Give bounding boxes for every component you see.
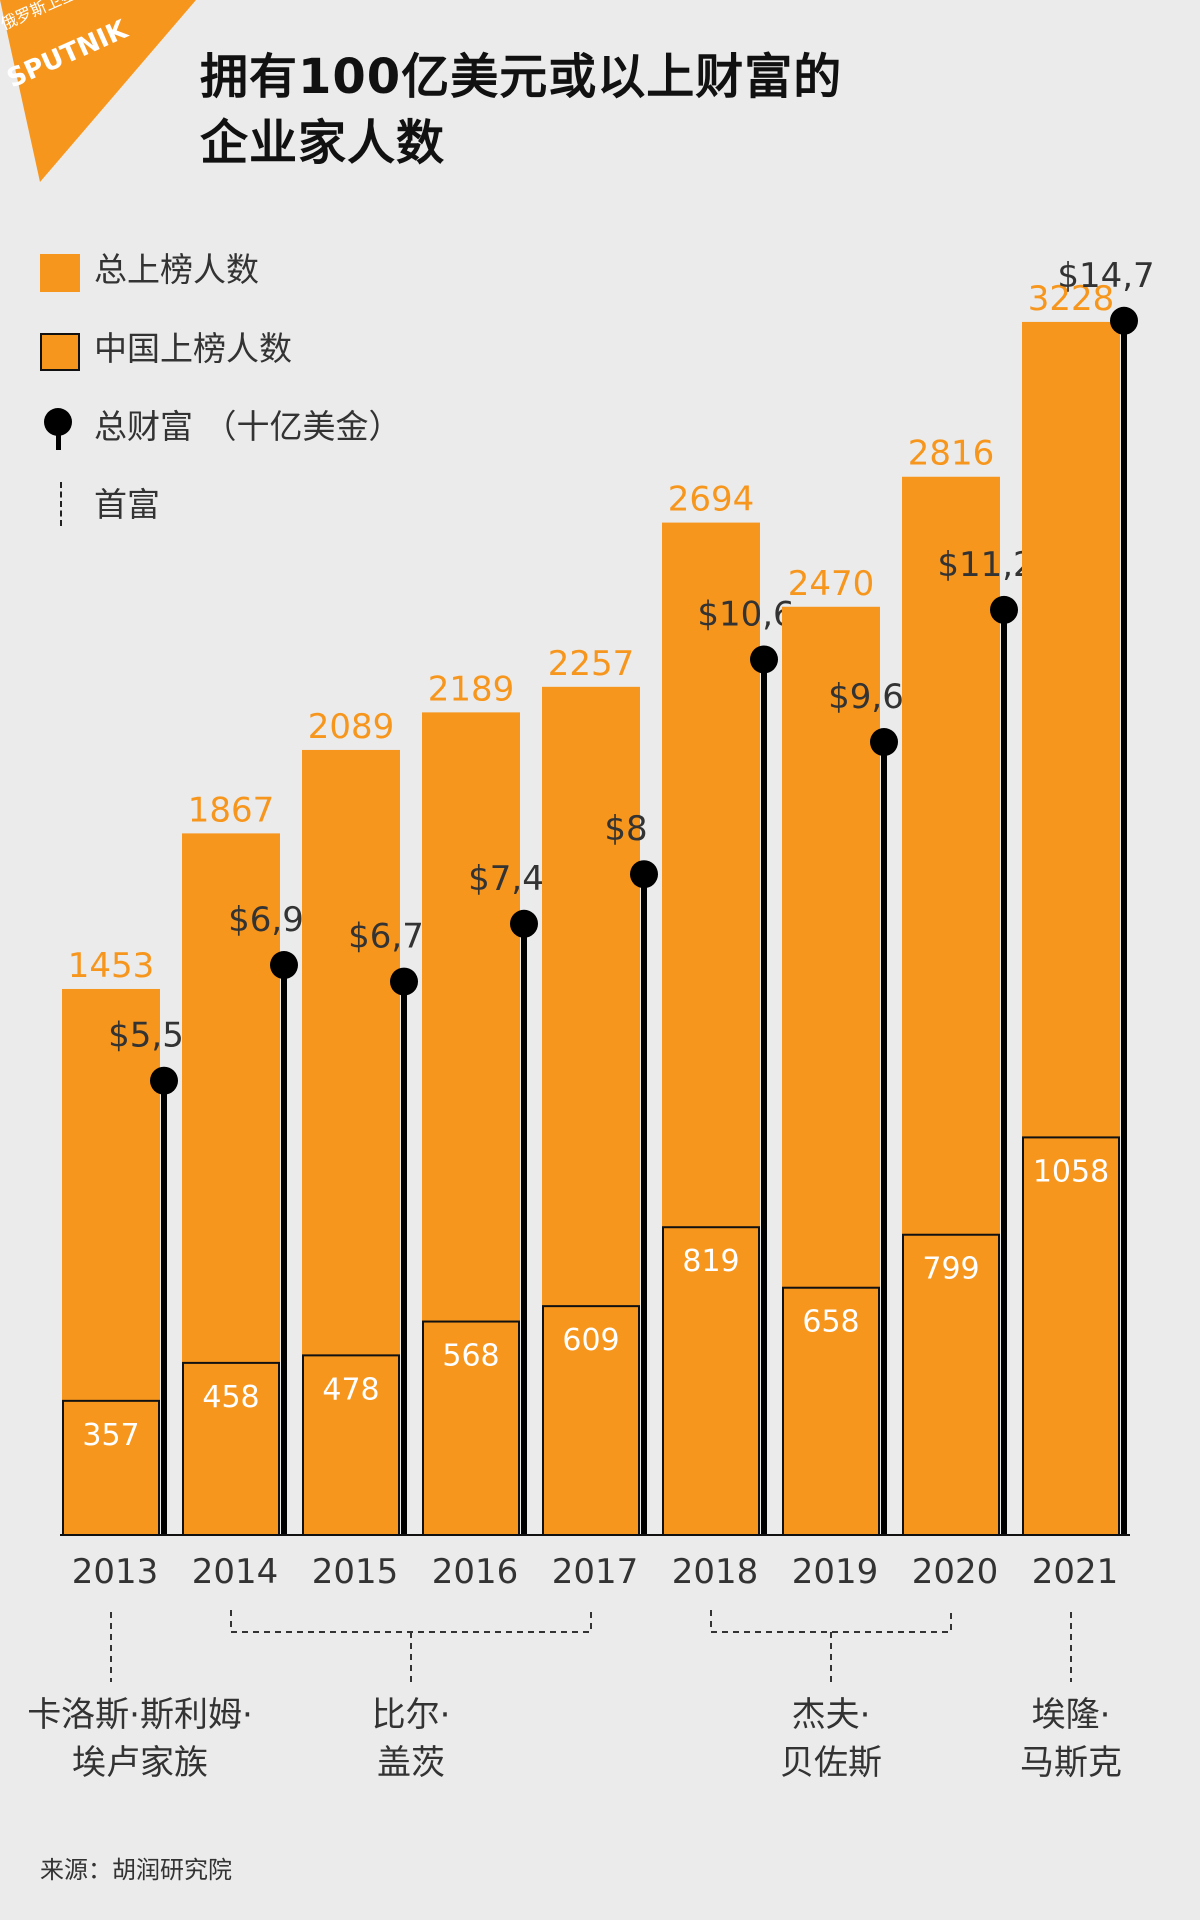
- richest-name-3-line2: 马斯克: [1020, 1743, 1122, 1783]
- bar-china-2013: [62, 1399, 160, 1536]
- logo-triangle: [0, 0, 196, 182]
- year-label-2019: 2019: [792, 1552, 879, 1592]
- label-wealth-2018: $10,6: [697, 594, 794, 634]
- richest-name-3-line1: 埃隆·: [1032, 1695, 1111, 1735]
- legend-pin-stem: [56, 432, 61, 450]
- bar-china-2016: [422, 1320, 520, 1537]
- sputnik-logo: 俄罗斯卫星通讯社 SPUTNIK: [0, 0, 196, 182]
- label-total-2019: 2470: [788, 564, 875, 604]
- bar-china-2020: [902, 1233, 1000, 1537]
- label-wealth-2017: $8: [604, 809, 647, 849]
- label-china-2020: 799: [922, 1252, 979, 1287]
- richest-name-1-line2: 盖茨: [377, 1743, 445, 1783]
- label-china-2021: 1058: [1033, 1154, 1109, 1189]
- richest-name-2-line2: 贝佐斯: [780, 1743, 882, 1783]
- label-wealth-2020: $11,2: [937, 545, 1034, 585]
- label-wealth-2015: $6,7: [348, 917, 424, 957]
- year-label-2014: 2014: [192, 1552, 279, 1592]
- wealth-pin-2017: [630, 860, 658, 889]
- bar-china-2014: [182, 1361, 280, 1536]
- year-label-2017: 2017: [552, 1552, 639, 1592]
- label-total-2014: 1867: [188, 790, 275, 830]
- title-line-2: 企业家人数: [200, 115, 446, 171]
- richest-name-1-line1: 比尔·: [372, 1695, 451, 1735]
- label-china-2016: 568: [442, 1339, 499, 1374]
- title-line-1: 拥有100亿美元或以上财富的: [200, 49, 843, 105]
- year-label-2016: 2016: [432, 1552, 519, 1592]
- legend-label-total: 总上榜人数: [94, 250, 259, 289]
- label-wealth-2016: $7,4: [468, 859, 544, 899]
- legend-label-richest: 首富: [94, 485, 160, 524]
- wealth-pin-2016: [510, 909, 538, 938]
- year-label-2020: 2020: [912, 1552, 999, 1592]
- year-label-2018: 2018: [672, 1552, 759, 1592]
- legend-pin-icon: [44, 408, 72, 436]
- label-wealth-2021: $14,7: [1057, 256, 1154, 296]
- legend-swatch-china: [40, 333, 80, 371]
- legend-dash-icon: [60, 482, 62, 526]
- label-total-2021: 3228: [1028, 279, 1115, 319]
- wealth-pin-2013: [150, 1066, 178, 1095]
- richest-name-2-line1: 杰夫·: [792, 1695, 871, 1735]
- richest-name-0-line2: 埃卢家族: [72, 1743, 208, 1783]
- chart-title: 拥有100亿美元或以上财富的 企业家人数: [200, 44, 842, 176]
- label-china-2019: 658: [802, 1305, 859, 1340]
- bar-china-2018: [662, 1226, 760, 1537]
- label-total-2017: 2257: [548, 644, 635, 684]
- legend-label-china: 中国上榜人数: [94, 329, 292, 368]
- richest-bracket-2: [710, 1610, 952, 1633]
- wealth-pin-2020: [990, 595, 1018, 624]
- label-china-2017: 609: [562, 1323, 619, 1358]
- year-label-2013: 2013: [72, 1552, 159, 1592]
- label-total-2013: 1453: [68, 946, 155, 986]
- label-total-2015: 2089: [308, 707, 395, 747]
- label-total-2020: 2816: [908, 434, 995, 474]
- year-label-2021: 2021: [1032, 1552, 1119, 1592]
- bar-china-2019: [782, 1286, 880, 1537]
- label-china-2015: 478: [322, 1372, 379, 1407]
- label-china-2018: 819: [682, 1244, 739, 1279]
- wealth-pin-2018: [750, 645, 778, 674]
- year-label-2015: 2015: [312, 1552, 399, 1592]
- wealth-pin-2021: [1110, 306, 1138, 335]
- label-wealth-2019: $9,6: [828, 677, 904, 717]
- legend-label-wealth: 总财富 （十亿美金）: [94, 407, 402, 446]
- label-total-2018: 2694: [668, 480, 755, 520]
- label-wealth-2013: $5,5: [108, 1016, 184, 1056]
- wealth-pin-2015: [390, 967, 418, 996]
- richest-name-0-line1: 卡洛斯·斯利姆·: [27, 1695, 253, 1735]
- legend-swatch-total: [40, 254, 80, 292]
- richest-bracket-1: [230, 1610, 592, 1633]
- label-china-2014: 458: [202, 1380, 259, 1415]
- wealth-pin-2019: [870, 728, 898, 757]
- label-wealth-2014: $6,9: [228, 900, 304, 940]
- source-note: 来源：胡润研究院: [40, 1856, 232, 1884]
- label-total-2016: 2189: [428, 669, 515, 709]
- wealth-pin-2014: [270, 951, 298, 980]
- label-china-2013: 357: [82, 1418, 139, 1453]
- bar-china-2021: [1022, 1136, 1120, 1536]
